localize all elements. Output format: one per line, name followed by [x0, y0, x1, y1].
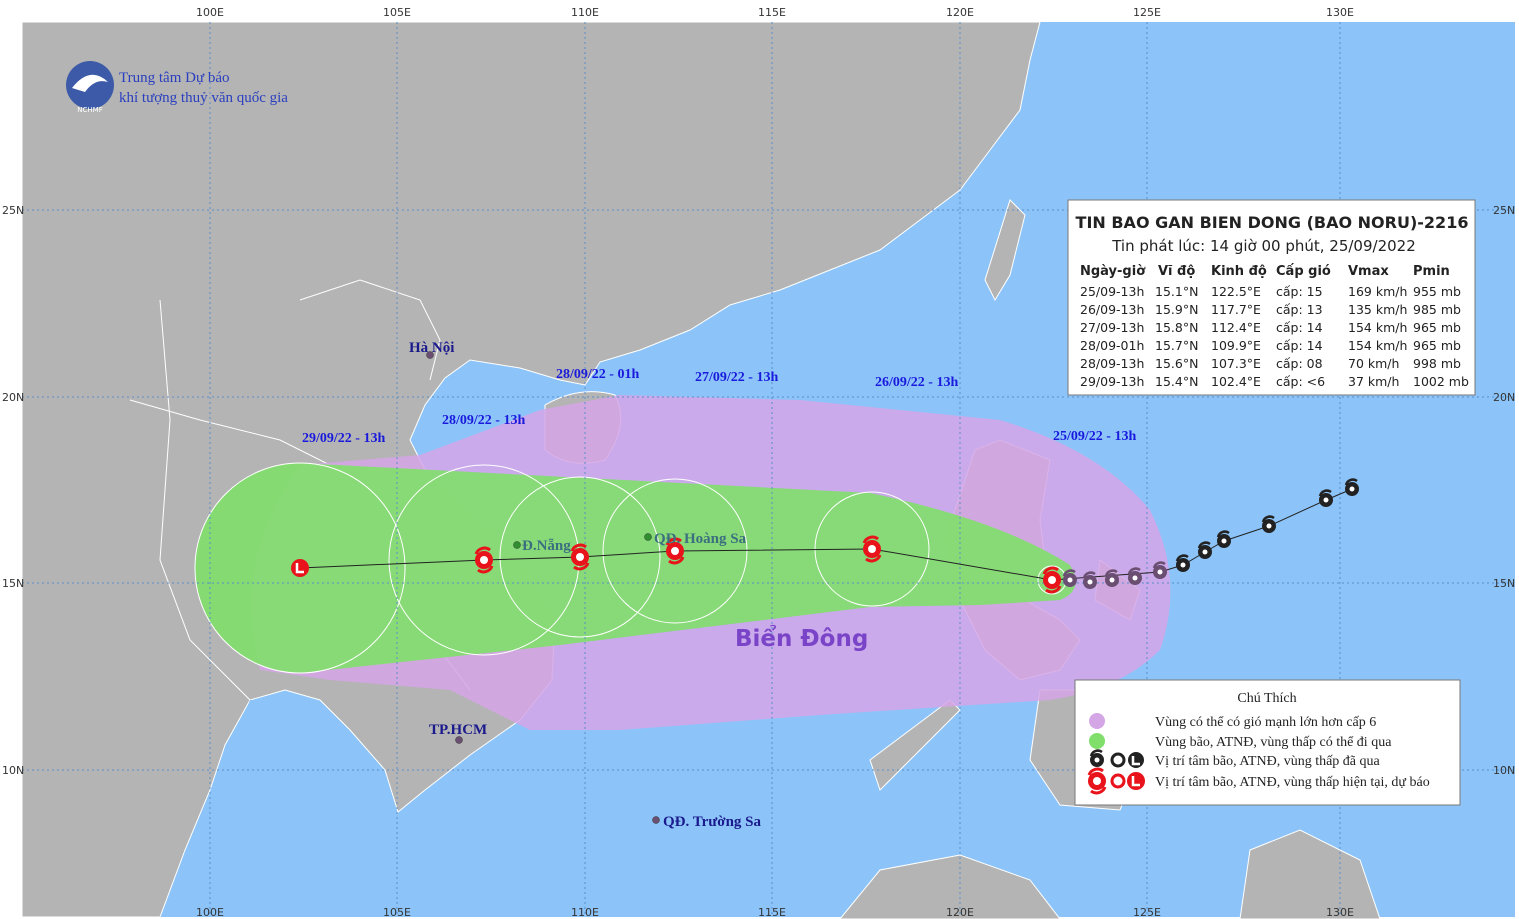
lon-label: 130E — [1326, 6, 1354, 19]
table-cell: cấp: 08 — [1276, 356, 1323, 371]
lat-label: 10N — [2, 764, 24, 777]
lon-label: 110E — [571, 6, 599, 19]
lon-label: 100E — [196, 6, 224, 19]
table-cell: 965 mb — [1413, 320, 1461, 335]
lon-label: 100E — [196, 906, 224, 919]
lon-label: 110E — [571, 906, 599, 919]
lat-label: 25N — [1493, 204, 1515, 217]
place-dots — [426, 351, 660, 824]
track-label: 25/09/22 - 13h — [1053, 429, 1136, 444]
table-cell: 107.3°E — [1211, 356, 1261, 371]
table-cell: 112.4°E — [1211, 320, 1261, 335]
table-cell: 122.5°E — [1211, 284, 1261, 299]
info-subtitle: Tin phát lúc: 14 giờ 00 phút, 25/09/2022 — [1111, 237, 1416, 255]
legend-title: Chú Thích — [1237, 691, 1296, 706]
legend-text: Vị trí tâm bão, ATNĐ, vùng thấp hiện tại… — [1155, 775, 1430, 790]
table-cell: 117.7°E — [1211, 302, 1261, 317]
info-title: TIN BAO GAN BIEN DONG (BAO NORU)-2216 — [1076, 213, 1469, 232]
info-table: Ngày-giờ Vĩ độ Kinh độ Cấp gió Vmax Pmin 25/09… — [1080, 264, 1469, 389]
track-label: 28/09/22 - 01h — [556, 367, 639, 382]
storm-zone — [195, 463, 1076, 673]
table-cell: cấp: <6 — [1276, 374, 1325, 389]
logo-text: khí tượng thuỷ văn quốc gia — [119, 90, 288, 106]
lat-label: 15N — [1493, 577, 1515, 590]
table-cell: 25/09-13h — [1080, 284, 1144, 299]
place-label: Đ.Nẵng — [522, 538, 571, 554]
lon-label: 120E — [946, 906, 974, 919]
table-cell: 37 km/h — [1348, 374, 1399, 389]
legend-text: Vùng bão, ATNĐ, vùng thấp có thể đi qua — [1155, 735, 1392, 750]
table-cell: 135 km/h — [1348, 302, 1407, 317]
table-cell: 154 km/h — [1348, 338, 1407, 353]
track-label: 28/09/22 - 13h — [442, 413, 525, 428]
track-label: 29/09/22 - 13h — [302, 431, 385, 446]
table-cell: 15.6°N — [1155, 356, 1198, 371]
lon-label: 130E — [1326, 906, 1354, 919]
place-label: QĐ. Hoàng Sa — [654, 531, 747, 547]
lon-label: 105E — [383, 906, 411, 919]
legend-text: Vị trí tâm bão, ATNĐ, vùng thấp đã qua — [1155, 754, 1381, 769]
table-cell: 102.4°E — [1211, 374, 1261, 389]
table-cell: 955 mb — [1413, 284, 1461, 299]
table-header: Cấp gió — [1276, 264, 1331, 279]
lat-label: 25N — [2, 204, 24, 217]
table-header: Kinh độ — [1211, 264, 1267, 279]
table-cell: 15.1°N — [1155, 284, 1198, 299]
table-cell: cấp: 14 — [1276, 338, 1323, 353]
table-cell: 169 km/h — [1348, 284, 1407, 299]
table-cell: 109.9°E — [1211, 338, 1261, 353]
legend-icon — [1110, 752, 1126, 768]
logo-abbr: NCHMF — [77, 106, 102, 114]
legend-text: Vùng có thể có gió mạnh lớn hơn cấp 6 — [1155, 715, 1376, 730]
logo: NCHMF Trung tâm Dự báo khí tượng thuỷ vă… — [66, 61, 288, 114]
table-cell: 28/09-01h — [1080, 338, 1144, 353]
table-header: Vĩ độ — [1158, 264, 1195, 279]
table-cell: 27/09-13h — [1080, 320, 1144, 335]
info-box-bg — [1067, 199, 1476, 396]
table-cell: 26/09-13h — [1080, 302, 1144, 317]
logo-text: Trung tâm Dự báo — [119, 70, 230, 86]
lon-label: 125E — [1133, 906, 1161, 919]
table-header: Pmin — [1413, 264, 1450, 279]
table-cell: 15.4°N — [1155, 374, 1198, 389]
legend-icon — [1110, 773, 1126, 789]
table-cell: cấp: 15 — [1276, 284, 1323, 299]
place-label: TP.HCM — [429, 722, 487, 738]
table-header: Vmax — [1348, 264, 1389, 279]
table-cell: 70 km/h — [1348, 356, 1399, 371]
lon-label: 115E — [758, 906, 786, 919]
track-label: 26/09/22 - 13h — [875, 375, 958, 390]
lon-label: 125E — [1133, 6, 1161, 19]
table-header: Ngày-giờ — [1080, 264, 1146, 279]
legend-icon — [1089, 733, 1105, 749]
table-cell: cấp: 13 — [1276, 302, 1323, 317]
table-cell: 965 mb — [1413, 338, 1461, 353]
legend: Chú Thích Vùng có thể có gió mạnh lớn hơ… — [1074, 679, 1461, 806]
sea-label: Biển Đông — [735, 624, 868, 652]
table-cell: 15.7°N — [1155, 338, 1198, 353]
lat-label: 20N — [1493, 391, 1515, 404]
track-label: 27/09/22 - 13h — [695, 370, 778, 385]
legend-icon — [1089, 713, 1105, 729]
lat-label: 15N — [2, 577, 24, 590]
lon-label: 105E — [383, 6, 411, 19]
table-cell: cấp: 14 — [1276, 320, 1323, 335]
place-label: QĐ. Trường Sa — [663, 814, 762, 830]
table-cell: 998 mb — [1413, 356, 1461, 371]
table-cell: 15.8°N — [1155, 320, 1198, 335]
lat-label: 10N — [1493, 764, 1515, 777]
table-cell: 154 km/h — [1348, 320, 1407, 335]
table-cell: 28/09-13h — [1080, 356, 1144, 371]
table-cell: 15.9°N — [1155, 302, 1198, 317]
lon-label: 115E — [758, 6, 786, 19]
table-cell: 29/09-13h — [1080, 374, 1144, 389]
info-box: TIN BAO GAN BIEN DONG (BAO NORU)-2216 Ti… — [1067, 199, 1476, 396]
table-cell: 1002 mb — [1413, 374, 1469, 389]
table-cell: 985 mb — [1413, 302, 1461, 317]
place-label: Hà Nội — [409, 340, 454, 356]
lon-label: 120E — [946, 6, 974, 19]
lat-label: 20N — [2, 391, 24, 404]
